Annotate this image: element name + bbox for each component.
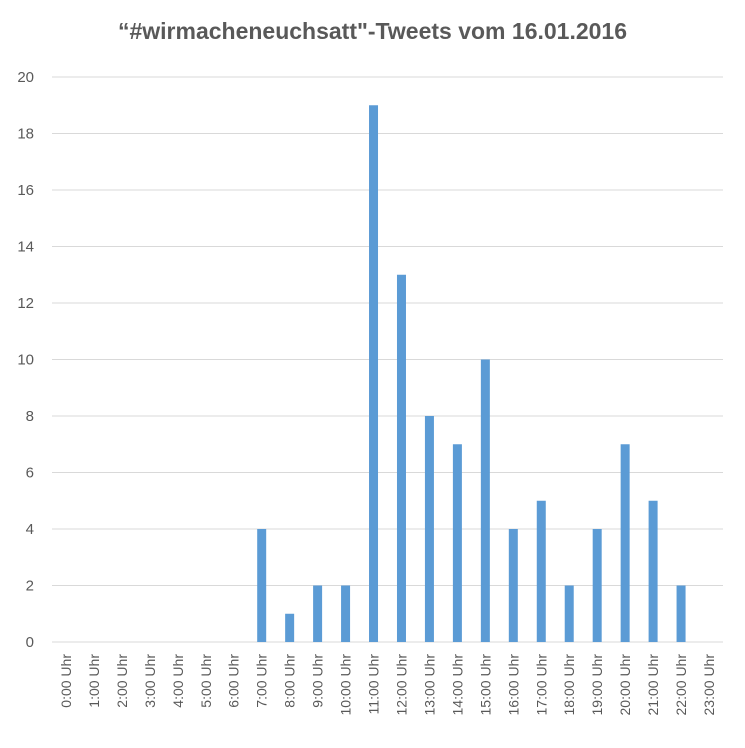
x-tick-label: 3:00 Uhr (142, 654, 158, 708)
y-tick-label: 10 (17, 352, 34, 369)
bar (313, 585, 323, 642)
x-tick-label: 11:00 Uhr (366, 654, 382, 715)
y-tick-label: 8 (26, 408, 34, 425)
y-tick-label: 20 (17, 69, 34, 86)
bar (592, 529, 602, 642)
bar (620, 444, 630, 642)
bar (341, 585, 351, 642)
x-tick-label: 12:00 Uhr (393, 654, 409, 716)
x-tick-label: 23:00 Uhr (701, 654, 717, 716)
x-tick-label: 18:00 Uhr (561, 654, 577, 716)
bar (257, 529, 267, 642)
x-tick-label: 6:00 Uhr (226, 654, 242, 708)
x-tick-label: 1:00 Uhr (86, 654, 102, 708)
x-tick-label: 2:00 Uhr (114, 654, 130, 708)
x-tick-label: 16:00 Uhr (505, 654, 521, 716)
bar (564, 585, 574, 642)
x-tick-label: 0:00 Uhr (58, 654, 74, 708)
x-tick-label: 14:00 Uhr (449, 654, 465, 716)
y-tick-label: 16 (17, 182, 34, 199)
y-tick-label: 18 (17, 126, 34, 143)
x-tick-label: 21:00 Uhr (645, 654, 661, 716)
x-tick-label: 19:00 Uhr (589, 654, 605, 716)
x-tick-label: 22:00 Uhr (673, 654, 689, 716)
bar (424, 416, 434, 642)
bar (396, 274, 406, 642)
bar (676, 585, 686, 642)
y-tick-label: 4 (26, 521, 34, 538)
x-tick-label: 17:00 Uhr (533, 654, 549, 716)
bar (369, 105, 379, 642)
y-tick-label: 0 (26, 634, 34, 651)
bar (452, 444, 462, 642)
y-tick-label: 12 (17, 295, 34, 312)
bar (285, 613, 295, 642)
y-tick-label: 6 (26, 465, 34, 482)
y-tick-label: 14 (17, 239, 34, 256)
bar (648, 500, 658, 642)
x-tick-label: 20:00 Uhr (617, 654, 633, 716)
x-tick-label: 7:00 Uhr (254, 654, 270, 708)
x-tick-label: 5:00 Uhr (198, 654, 214, 708)
bar (508, 529, 518, 642)
bar (480, 359, 490, 642)
x-tick-label: 13:00 Uhr (421, 654, 437, 716)
bar (536, 500, 546, 642)
x-tick-label: 15:00 Uhr (477, 654, 493, 716)
y-tick-label: 2 (26, 578, 34, 595)
x-tick-label: 9:00 Uhr (310, 654, 326, 708)
x-tick-label: 8:00 Uhr (282, 654, 298, 708)
x-tick-label: 4:00 Uhr (170, 654, 186, 708)
chart-title: “#wirmacheneuchsatt"-Tweets vom 16.01.20… (117, 18, 628, 44)
x-tick-label: 10:00 Uhr (338, 654, 354, 716)
